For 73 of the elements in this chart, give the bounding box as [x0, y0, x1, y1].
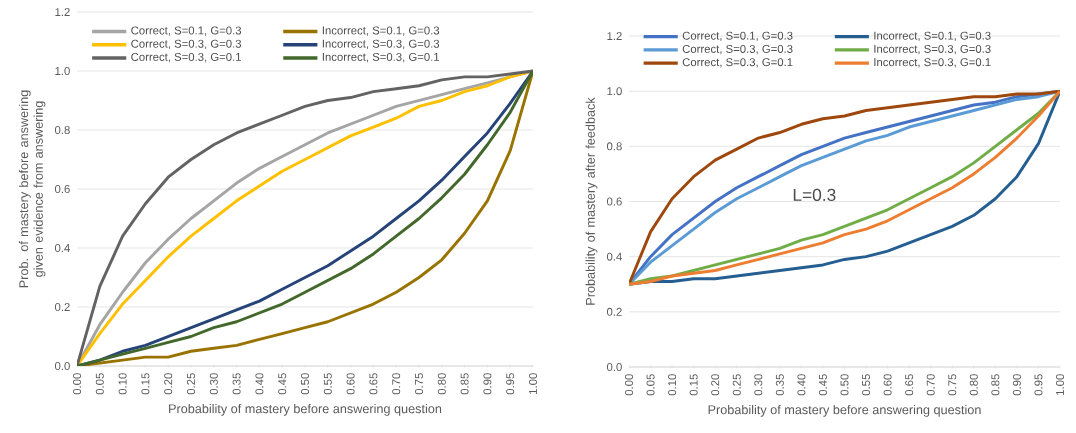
x-tick-label: 0.00: [625, 374, 634, 396]
x-tick-label: 0.25: [732, 374, 741, 396]
x-tick-label: 0.15: [689, 374, 698, 396]
x-tick-label: 0.65: [369, 373, 378, 395]
y-tick-label: 0.4: [54, 244, 70, 253]
x-tick-label: 0.80: [437, 373, 446, 395]
x-tick-label: 0.40: [255, 373, 264, 395]
x-tick-label: 0.70: [392, 373, 401, 395]
x-tick-label: 0.95: [506, 373, 515, 395]
y-axis-title: Prob. of mastery before answering given evidence from answering: [18, 90, 46, 288]
y-tick-label: 0.2: [54, 303, 70, 312]
x-tick-label: 0.70: [926, 374, 935, 396]
x-tick-label: 0.60: [346, 373, 355, 395]
x-tick-label: 0.20: [164, 373, 173, 395]
legend-label: Correct, S=0.1, G=0.3: [682, 31, 793, 42]
x-tick-label: 0.90: [483, 373, 492, 395]
y-tick-label: 0.4: [606, 252, 622, 261]
legend-label: Incorrect, S=0.3, G=0.1: [874, 58, 991, 68]
y-tick-label: 1.0: [607, 87, 622, 96]
legend-label: Correct, S=0.1, G=0.3: [131, 26, 242, 36]
y-tick-label: 0.8: [606, 142, 622, 151]
x-tick-label: 0.30: [754, 374, 763, 396]
x-tick-label: 0.85: [991, 374, 1000, 396]
y-tick-label: 1.2: [607, 32, 622, 40]
y-tick-label: 0.0: [606, 363, 622, 372]
x-axis-title: Probability of mastery before answering question: [708, 404, 981, 417]
x-tick-label: 0.25: [187, 373, 196, 395]
legend-label: Correct, S=0.3, G=0.3: [682, 44, 793, 55]
x-tick-label: 0.55: [862, 374, 871, 396]
y-tick-label: 0.8: [54, 126, 70, 135]
x-tick-label: 0.45: [818, 374, 827, 396]
legend-label: Incorrect, S=0.3, G=0.1: [322, 52, 440, 63]
x-tick-label: 0.75: [948, 374, 957, 396]
x-tick-label: 0.90: [1012, 374, 1021, 396]
y-axis-title: Probability of mastery after feedback: [585, 97, 598, 305]
x-tick-label: 0.35: [775, 374, 784, 396]
x-tick-label: 0.50: [840, 374, 849, 396]
annotation: L=0.3: [793, 188, 836, 202]
x-tick-label: 0.50: [301, 373, 310, 395]
legend-label: Incorrect, S=0.3, G=0.3: [874, 44, 991, 55]
x-tick-label: 0.40: [797, 374, 806, 396]
y-tick-label: 0.6: [606, 197, 622, 206]
legend-label: Correct, S=0.3, G=0.1: [131, 52, 241, 63]
x-tick-label: 0.05: [95, 373, 104, 395]
y-tick-label: 1.2: [55, 8, 70, 16]
x-tick-label: 0.60: [883, 374, 892, 396]
x-tick-label: 0.30: [209, 373, 218, 395]
legend-label: Correct, S=0.3, G=0.1: [682, 58, 793, 68]
x-tick-label: 0.45: [278, 373, 287, 395]
x-tick-label: 0.20: [711, 374, 720, 396]
x-tick-label: 0.80: [969, 374, 978, 396]
y-tick-label: 0.0: [54, 362, 70, 371]
x-tick-label: 0.65: [905, 374, 914, 396]
legend-label: Incorrect, S=0.3, G=0.3: [322, 39, 440, 50]
x-tick-label: 0.95: [1034, 374, 1043, 396]
y-tick-label: 0.6: [54, 185, 70, 194]
legend-label: Correct, S=0.3, G=0.3: [131, 39, 242, 50]
x-tick-label: 1.00: [1056, 374, 1065, 395]
legend-label: Incorrect, S=0.1, G=0.3: [322, 26, 440, 36]
x-tick-label: 0.00: [73, 373, 82, 395]
y-tick-label: 1.0: [55, 67, 70, 75]
x-axis-title: Probability of mastery before answering question: [169, 403, 442, 416]
x-tick-label: 0.35: [232, 373, 241, 395]
x-tick-label: 0.85: [460, 373, 469, 395]
x-tick-label: 0.05: [646, 374, 655, 396]
legend-label: Incorrect, S=0.1, G=0.3: [874, 31, 991, 42]
x-tick-label: 0.15: [141, 373, 150, 395]
x-tick-label: 0.10: [668, 374, 677, 396]
y-tick-label: 0.2: [606, 307, 622, 316]
x-tick-label: 0.75: [415, 373, 424, 395]
x-tick-label: 1.00: [529, 373, 538, 394]
x-tick-label: 0.55: [323, 373, 332, 395]
x-tick-label: 0.10: [118, 373, 127, 395]
